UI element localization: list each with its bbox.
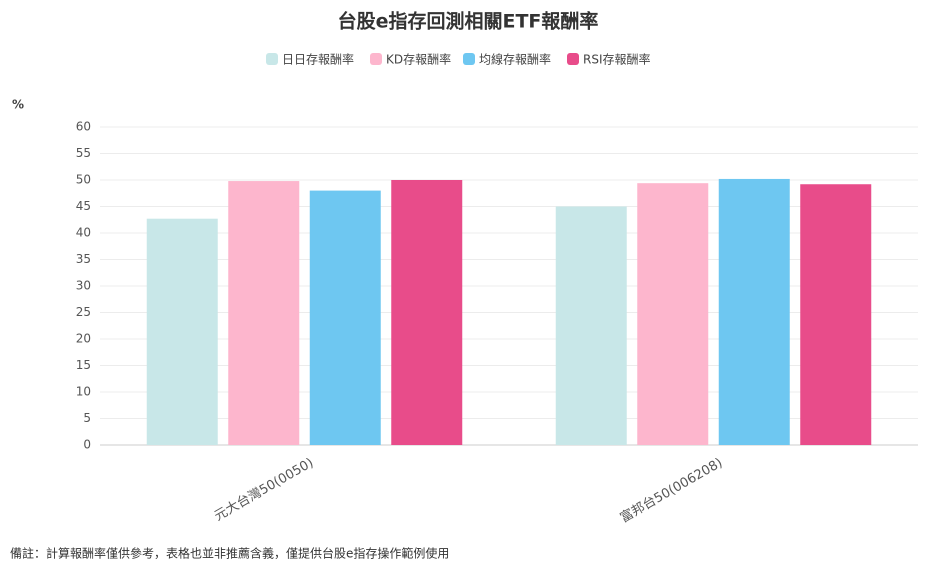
- bar: [637, 183, 709, 445]
- legend-label: RSI存報酬率: [583, 52, 651, 67]
- footnote: 備註：計算報酬率僅供參考，表格也並非推薦含義，僅提供台股e指存操作範例使用: [10, 546, 449, 561]
- bar: [555, 206, 627, 445]
- y-tick-label: 10: [76, 385, 91, 399]
- legend-swatch: [567, 53, 579, 65]
- bar: [146, 218, 218, 445]
- bar: [391, 180, 463, 445]
- y-tick-label: 20: [76, 332, 91, 346]
- y-tick-label: 40: [76, 226, 91, 240]
- y-tick-label: 60: [76, 120, 91, 134]
- y-tick-label: 25: [76, 305, 91, 319]
- y-tick-label: 30: [76, 279, 91, 293]
- y-tick-label: 0: [83, 438, 91, 452]
- bar: [718, 178, 790, 445]
- bar: [309, 190, 381, 445]
- y-tick-label: 55: [76, 146, 91, 160]
- y-tick-label: 5: [83, 411, 91, 425]
- legend-swatch: [370, 53, 382, 65]
- y-axis-label: %: [12, 98, 24, 112]
- x-tick-label: 元大台灣50(0050): [212, 456, 316, 525]
- y-tick-label: 15: [76, 358, 91, 372]
- legend-swatch: [463, 53, 475, 65]
- y-tick-label: 50: [76, 173, 91, 187]
- legend-label: KD存報酬率: [386, 52, 451, 67]
- legend-label: 日日存報酬率: [282, 52, 354, 67]
- bar: [228, 181, 300, 445]
- chart-title: 台股e指存回測相關ETF報酬率: [338, 10, 599, 33]
- legend-swatch: [266, 53, 278, 65]
- x-tick-label: 富邦台50(006208): [617, 455, 725, 527]
- legend-label: 均線存報酬率: [479, 52, 551, 67]
- y-tick-label: 45: [76, 199, 91, 213]
- y-tick-label: 35: [76, 252, 91, 266]
- bar: [800, 184, 872, 446]
